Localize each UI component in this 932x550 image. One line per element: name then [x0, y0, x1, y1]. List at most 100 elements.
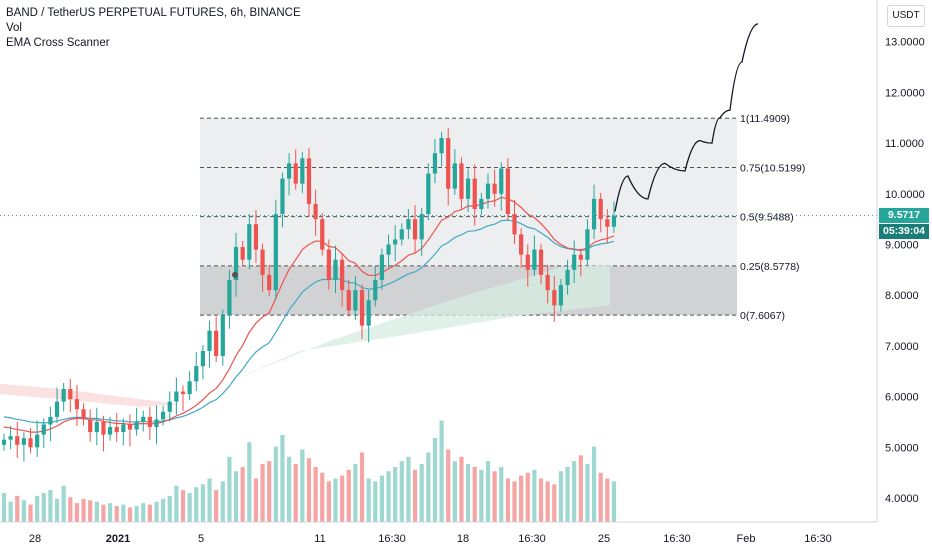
- candle: [346, 279, 351, 317]
- candle: [48, 406, 53, 442]
- volume-bar: [286, 456, 292, 522]
- candle-body: [260, 249, 265, 275]
- candle: [88, 409, 93, 442]
- candle-body: [512, 214, 517, 235]
- candle-body: [48, 416, 53, 425]
- candle: [545, 264, 550, 304]
- candle-body: [74, 399, 80, 410]
- candle: [605, 209, 610, 244]
- fib-retracement-layer[interactable]: 1(11.4909) 0.75(10.5199) 0.5(9.5488) 0.25(8…: [0, 113, 877, 322]
- x-tick-label: 18: [457, 533, 469, 545]
- volume-bar: [68, 497, 73, 522]
- candle: [286, 153, 292, 196]
- ema-slow-line: [3, 219, 615, 424]
- volume-bar: [505, 478, 510, 522]
- candle: [147, 406, 152, 441]
- currency-button[interactable]: USDT: [887, 5, 925, 27]
- volume-bar: [227, 456, 232, 522]
- candle: [41, 418, 46, 448]
- candle-body: [220, 315, 225, 357]
- legend-indicator[interactable]: EMA Cross Scanner: [6, 37, 110, 49]
- candle: [505, 158, 510, 221]
- legend-volume[interactable]: Vol: [6, 22, 22, 34]
- candle: [227, 269, 232, 329]
- ema-fast-line: [3, 196, 615, 433]
- candle-body: [578, 254, 583, 260]
- volume-bar: [591, 446, 597, 522]
- volume-bar: [340, 475, 345, 522]
- volume-bar: [419, 464, 424, 522]
- volume-bar: [207, 478, 212, 522]
- volume-bar: [300, 449, 305, 522]
- x-tick-label: 25: [598, 533, 610, 545]
- x-tick-label: 16:30: [804, 533, 832, 545]
- volume-bar: [107, 503, 113, 522]
- candle-body: [525, 254, 530, 270]
- candle: [585, 219, 590, 266]
- volume-bar: [147, 504, 152, 522]
- candle: [313, 189, 318, 236]
- volume-bar: [306, 458, 312, 522]
- projection-drawing-layer[interactable]: [614, 23, 759, 212]
- candle-body: [340, 259, 345, 291]
- candle: [412, 204, 418, 253]
- volume-bar: [88, 500, 93, 522]
- candle-body: [61, 388, 66, 402]
- volume-bar: [499, 466, 504, 522]
- candle: [558, 278, 564, 312]
- volume-bar: [605, 478, 610, 522]
- candle-body: [167, 401, 172, 412]
- bar-countdown-tag: 05:39:04: [879, 223, 929, 239]
- ema-cloud-red: [0, 383, 180, 407]
- candle: [578, 248, 583, 277]
- candle: [134, 407, 139, 436]
- candle-body: [485, 183, 491, 199]
- candle-body: [439, 138, 444, 154]
- candle: [107, 416, 113, 441]
- candle-body: [180, 391, 186, 395]
- candle-body: [585, 229, 590, 260]
- volume-bar: [8, 501, 13, 522]
- candle: [532, 235, 537, 276]
- candle-body: [366, 300, 371, 326]
- legend-title[interactable]: BAND / TetherUS PERPETUAL FUTURES, 6h, B…: [6, 7, 301, 19]
- volume-bar: [240, 466, 245, 522]
- candle-body: [214, 330, 219, 357]
- candle-body: [94, 421, 99, 433]
- volume-bar: [267, 461, 272, 522]
- candle: [538, 243, 544, 285]
- candle: [565, 259, 570, 295]
- volume-bar: [61, 485, 66, 522]
- candle-body: [532, 249, 537, 270]
- volume-bar: [28, 504, 33, 522]
- candle-body: [472, 178, 477, 210]
- volume-bar: [280, 435, 285, 522]
- candle: [21, 432, 26, 462]
- candle: [121, 418, 126, 446]
- candle: [340, 253, 345, 307]
- volume-bar: [187, 493, 192, 522]
- y-tick-label: 5.0000: [885, 442, 919, 454]
- candle: [293, 149, 298, 190]
- candle-body: [121, 424, 126, 433]
- candle-body: [253, 224, 259, 250]
- candle-body: [88, 419, 93, 433]
- candle: [280, 172, 285, 228]
- candle-body: [54, 401, 60, 417]
- candle: [591, 184, 597, 239]
- x-tick-label: Feb: [737, 533, 756, 545]
- volume-bar: [313, 466, 318, 522]
- candle: [94, 407, 99, 446]
- volume-bar: [538, 478, 544, 522]
- volume-bar: [167, 495, 172, 522]
- candle-body: [280, 178, 285, 215]
- volume-bar: [353, 464, 358, 522]
- candle: [154, 405, 159, 444]
- candle: [161, 405, 166, 426]
- candle-body: [293, 163, 298, 184]
- signal-marker: [232, 271, 238, 278]
- candle: [519, 228, 524, 268]
- volume-bar: [373, 481, 378, 522]
- candle: [54, 387, 60, 423]
